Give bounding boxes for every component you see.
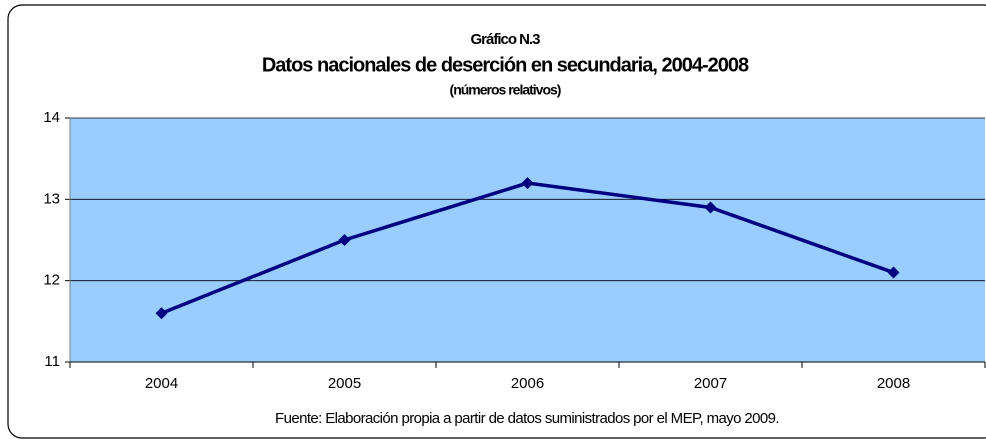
- plot-area: [70, 118, 985, 362]
- data-point: [521, 177, 534, 190]
- y-tick-label: 13: [43, 190, 60, 207]
- chart-subtitle: Datos nacionales de deserción en secunda…: [262, 54, 749, 76]
- data-point: [704, 201, 717, 214]
- data-point: [887, 266, 900, 279]
- y-tick-label: 11: [44, 353, 60, 370]
- x-tick-label: 2006: [511, 375, 544, 392]
- x-tick-label: 2004: [145, 375, 178, 392]
- y-tick-label: 14: [43, 109, 60, 126]
- data-point: [338, 234, 351, 246]
- x-tick-label: 2005: [328, 375, 361, 392]
- x-tick-label: 2008: [877, 375, 910, 392]
- chart-title: Gráfico N.3: [470, 31, 540, 48]
- y-tick-label: 12: [43, 272, 60, 289]
- x-tick-label: 2007: [694, 375, 727, 392]
- source-note: Fuente: Elaboración propia a partir de d…: [275, 410, 779, 427]
- chart-note: (números relativos): [450, 82, 561, 98]
- data-point: [155, 307, 168, 320]
